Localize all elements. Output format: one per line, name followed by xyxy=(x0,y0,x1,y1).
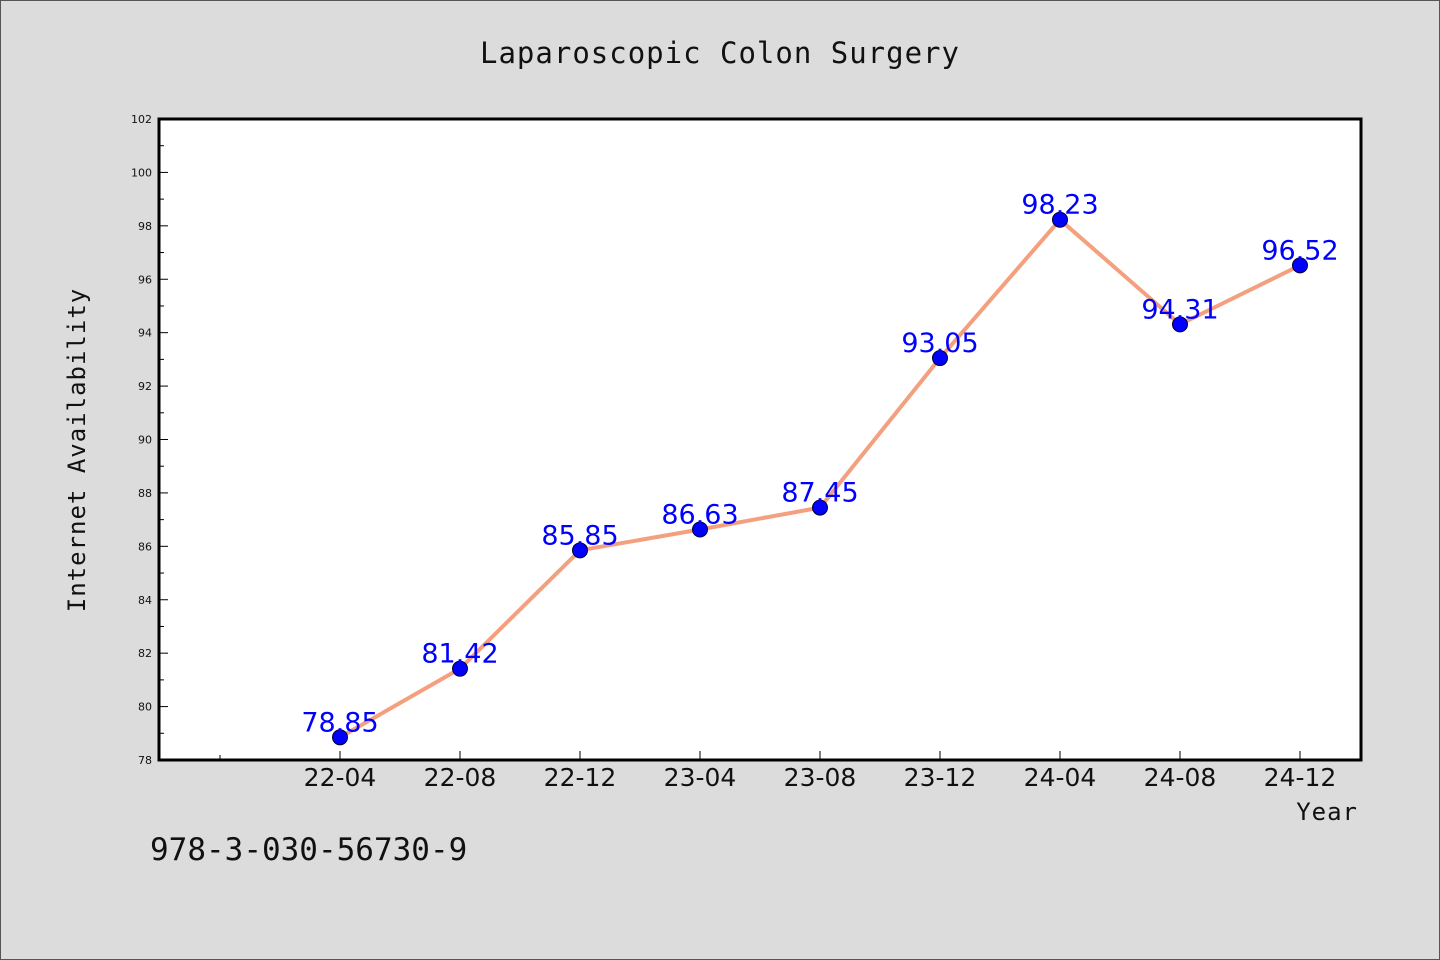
x-axis: 22-04 22-08 22-12 23-04 23-08 23-12 24-04 24-08… xyxy=(219,751,1337,792)
x-tick-label: 24-04 xyxy=(1024,763,1097,792)
data-point xyxy=(1172,316,1188,333)
x-tick-label: 22-04 xyxy=(304,763,377,792)
y-tick-label: 100 xyxy=(131,166,152,179)
plot-area xyxy=(157,117,1363,762)
y-tick-label: 96 xyxy=(138,273,152,286)
data-point xyxy=(692,521,708,538)
y-tick-label: 102 xyxy=(131,113,152,126)
series-layer xyxy=(332,211,1308,746)
data-point xyxy=(1052,211,1068,228)
y-axis: 78 80 82 84 86 88 90 92 94 96 98 100 102 xyxy=(131,113,168,767)
y-tick-label: 98 xyxy=(138,220,152,233)
x-axis-title: Year xyxy=(1296,798,1358,826)
data-label-layer: 78.85 81.42 85.85 86.63 87.45 93.05 98.23 94.31… xyxy=(301,190,1338,739)
y-tick-label: 92 xyxy=(138,380,152,393)
data-label: 86.63 xyxy=(661,500,738,531)
data-label: 78.85 xyxy=(301,707,378,738)
x-tick-label: 23-04 xyxy=(664,763,737,792)
data-label: 94.31 xyxy=(1141,294,1218,325)
data-point xyxy=(572,542,588,559)
data-point xyxy=(1292,257,1308,274)
y-axis-title: Internet Availability xyxy=(63,288,91,612)
x-tick-label: 24-12 xyxy=(1264,763,1337,792)
y-tick-label: 78 xyxy=(138,754,152,767)
y-tick-label: 82 xyxy=(138,647,152,660)
x-tick-label: 23-08 xyxy=(784,763,857,792)
y-tick-label: 88 xyxy=(138,487,152,500)
y-tick-label: 94 xyxy=(138,327,152,340)
data-label: 85.85 xyxy=(541,520,618,551)
y-tick-label: 90 xyxy=(138,434,152,447)
y-tick-label: 80 xyxy=(138,701,152,714)
y-tick-label: 84 xyxy=(138,594,152,607)
data-label: 87.45 xyxy=(781,478,858,509)
x-tick-label: 22-08 xyxy=(424,763,497,792)
data-label: 98.23 xyxy=(1021,190,1098,221)
data-point xyxy=(332,729,348,746)
data-point xyxy=(812,499,828,516)
y-tick-label: 86 xyxy=(138,540,152,553)
x-tick-label: 22-12 xyxy=(544,763,617,792)
isbn-footnote: 978-3-030-56730-9 xyxy=(150,832,468,868)
data-point xyxy=(932,350,948,367)
x-tick-label: 24-08 xyxy=(1144,763,1217,792)
chart-title: Laparoscopic Colon Surgery xyxy=(480,36,960,70)
data-label: 81.42 xyxy=(421,639,498,670)
data-label: 96.52 xyxy=(1261,235,1338,266)
data-point xyxy=(452,660,468,677)
data-label: 93.05 xyxy=(901,328,978,359)
x-tick-label: 23-12 xyxy=(904,763,977,792)
